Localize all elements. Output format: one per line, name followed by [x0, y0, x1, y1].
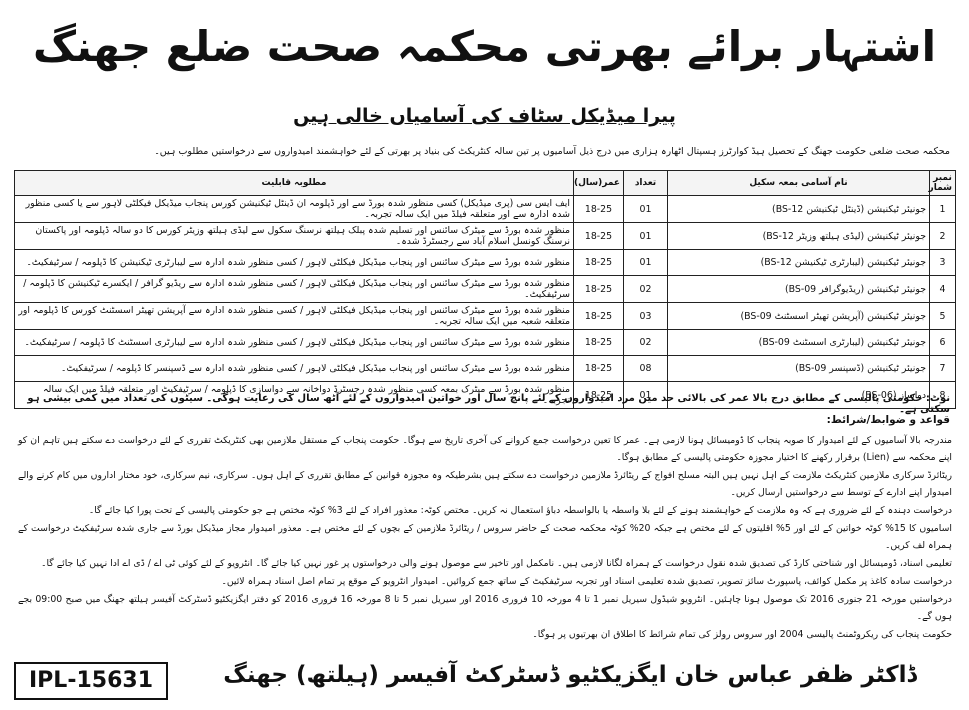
table-cell: 01	[623, 222, 668, 250]
rule-item: حکومت پنجاب کی ریکروٹمنٹ پالیسی 2004 اور…	[532, 629, 952, 640]
rules: مندرجہ بالا آسامیوں کے لئے امیدوار کا صو…	[18, 432, 952, 644]
table-cell: 5	[929, 302, 956, 330]
table-cell: 2	[929, 222, 956, 250]
table-cell: 7	[929, 355, 956, 382]
table-cell: 18-25	[573, 329, 624, 356]
column-header: مطلوبہ قابلیت	[14, 170, 574, 196]
table-cell: جونیئر ٹیکنیشن (آپریشن تھیٹر اسسٹنٹ BS-0…	[667, 302, 930, 330]
table-cell: منظور شدہ بورڈ سے میٹرک سائنس اور پنجاب …	[14, 275, 574, 303]
header-row: نمبر شمار نام آسامی بمعہ سکیل تعداد عمر(سال…	[14, 170, 956, 196]
rule-item: اسامیوں کا 15% کوٹہ خواتین کے لئے اور 5%…	[18, 523, 952, 551]
table-cell: جونیئر ٹیکنیشن (لیڈی ہیلتھ وزیٹر BS-12)	[667, 222, 930, 250]
table-body: 1 جونیئر ٹیکنیشن (ڈینٹل ٹیکنیشن BS-12) 01 1…	[14, 195, 956, 409]
table-cell: منظور شدہ بورڈ سے میٹرک سائنس اور تسلیم …	[14, 222, 574, 250]
table-cell: 02	[623, 329, 668, 356]
table-row: 6 جونیئر ٹیکنیشن (لیبارٹری اسسٹنٹ BS-09) 0…	[14, 329, 956, 356]
rules-heading: قواعد و ضوابط/شرائط:	[826, 414, 950, 426]
table-cell: جونیئر ٹیکنیشن (لیبارٹری اسسٹنٹ BS-09)	[667, 329, 930, 356]
table-cell: 6	[929, 329, 956, 356]
table-cell: 08	[623, 355, 668, 382]
table-cell: 01	[623, 381, 668, 409]
table-cell: 1	[929, 195, 956, 223]
table-cell: 01	[623, 195, 668, 223]
table-cell: 18-25	[573, 249, 624, 276]
table-row: 4 جونیئر ٹیکنیشن (ریڈیوگرافر BS-09) 02 18-2…	[14, 275, 956, 303]
table-cell: 18-25	[573, 195, 624, 223]
table-cell: جونیئر ٹیکنیشن (لیبارٹری ٹیکنیشن BS-12)	[667, 249, 930, 276]
table-cell: 3	[929, 249, 956, 276]
table-cell: جونیئر ٹیکنیشن (ریڈیوگرافر BS-09)	[667, 275, 930, 303]
table-row: 3 جونیئر ٹیکنیشن (لیبارٹری ٹیکنیشن BS-12)…	[14, 249, 956, 276]
table-cell: منظور شدہ بورڈ سے میٹرک سائنس اور پنجاب …	[14, 249, 574, 276]
table-row: 7 جونیئر ٹیکنیشن (ڈسپنسر BS-09) 08 18-25 منظ…	[14, 355, 956, 382]
column-header: نمبر شمار	[929, 170, 956, 196]
column-header: نام آسامی بمعہ سکیل	[667, 170, 930, 196]
table-cell: 02	[623, 275, 668, 303]
signature: ڈاکٹر ظفر عباس خان ایگزیکٹیو ڈسٹرکٹ آفیس…	[223, 662, 917, 688]
table-cell: منظور شدہ بورڈ سے میٹرک سائنس اور پنجاب …	[14, 302, 574, 330]
table-cell: جونیئر ٹیکنیشن (ڈسپنسر BS-09)	[667, 355, 930, 382]
note: نوٹ: حکومتی پالیسی کے مطابق درج بالا عمر…	[27, 393, 950, 415]
column-header: تعداد	[623, 170, 668, 196]
rule-item: تعلیمی اسناد، ڈومیسائل اور شناختی کارڈ ک…	[41, 558, 952, 569]
table-cell: 01	[623, 249, 668, 276]
table-cell: 4	[929, 275, 956, 303]
table-cell: منظور شدہ بورڈ سے میٹرک سائنس اور پنجاب …	[14, 355, 574, 382]
table-row: 1 جونیئر ٹیکنیشن (ڈینٹل ٹیکنیشن BS-12) 01 1…	[14, 195, 956, 223]
rule-item: ریٹائرڈ سرکاری ملازمین کنٹریکٹ ملازمت کے…	[18, 470, 952, 498]
subtitle: پیرا میڈیکل سٹاف کی آسامیاں خالی ہیں	[293, 105, 676, 127]
table-cell: دواساز (BS-06)	[667, 381, 930, 409]
table-cell: 8	[929, 381, 956, 409]
table-cell: ایف ایس سی (پری میڈیکل) کسی منظور شدہ بو…	[14, 195, 574, 223]
reference: IPL-15631	[14, 662, 168, 700]
table-cell: 18-25	[573, 355, 624, 382]
title: اشتہار برائے بھرتی محکمہ صحت ضلع جھنگ	[32, 22, 937, 71]
rule-item: درخواستیں مورخہ 21 جنوری 2016 تک موصول ہ…	[18, 594, 952, 622]
column-header: عمر(سال)	[573, 170, 624, 196]
table-cell: منظور شدہ بورڈ سے میٹرک بمعہ کسی منظور ش…	[14, 381, 574, 409]
rule-item: درخواست سادہ کاغذ پر مکمل کوائف، پاسپورٹ…	[221, 576, 952, 587]
table-cell: 18-25	[573, 275, 624, 303]
rule-item: درخواست دہندہ کے لئے ضروری ہے کہ وہ ملاز…	[88, 505, 952, 516]
table-cell: منظور شدہ بورڈ سے میٹرک سائنس اور پنجاب …	[14, 329, 574, 356]
table-cell: 18-25	[573, 381, 624, 409]
table-row: 8 دواساز (BS-06) 01 18-25 منظور شدہ بورڈ سے …	[14, 381, 956, 409]
vacancy-table: نمبر شمار نام آسامی بمعہ سکیل تعداد عمر(سال…	[14, 170, 956, 409]
table-cell: 18-25	[573, 222, 624, 250]
table-cell: 03	[623, 302, 668, 330]
table-cell: 18-25	[573, 302, 624, 330]
table-row: 2 جونیئر ٹیکنیشن (لیڈی ہیلتھ وزیٹر BS-12)…	[14, 222, 956, 250]
intro: محکمہ صحت ضلعی حکومت جھنگ کے تحصیل ہیڈ ک…	[154, 146, 950, 157]
table-row: 5 جونیئر ٹیکنیشن (آپریشن تھیٹر اسسٹنٹ BS-…	[14, 302, 956, 330]
table-cell: جونیئر ٹیکنیشن (ڈینٹل ٹیکنیشن BS-12)	[667, 195, 930, 223]
rule-item: مندرجہ بالا آسامیوں کے لئے امیدوار کا صو…	[18, 435, 952, 463]
